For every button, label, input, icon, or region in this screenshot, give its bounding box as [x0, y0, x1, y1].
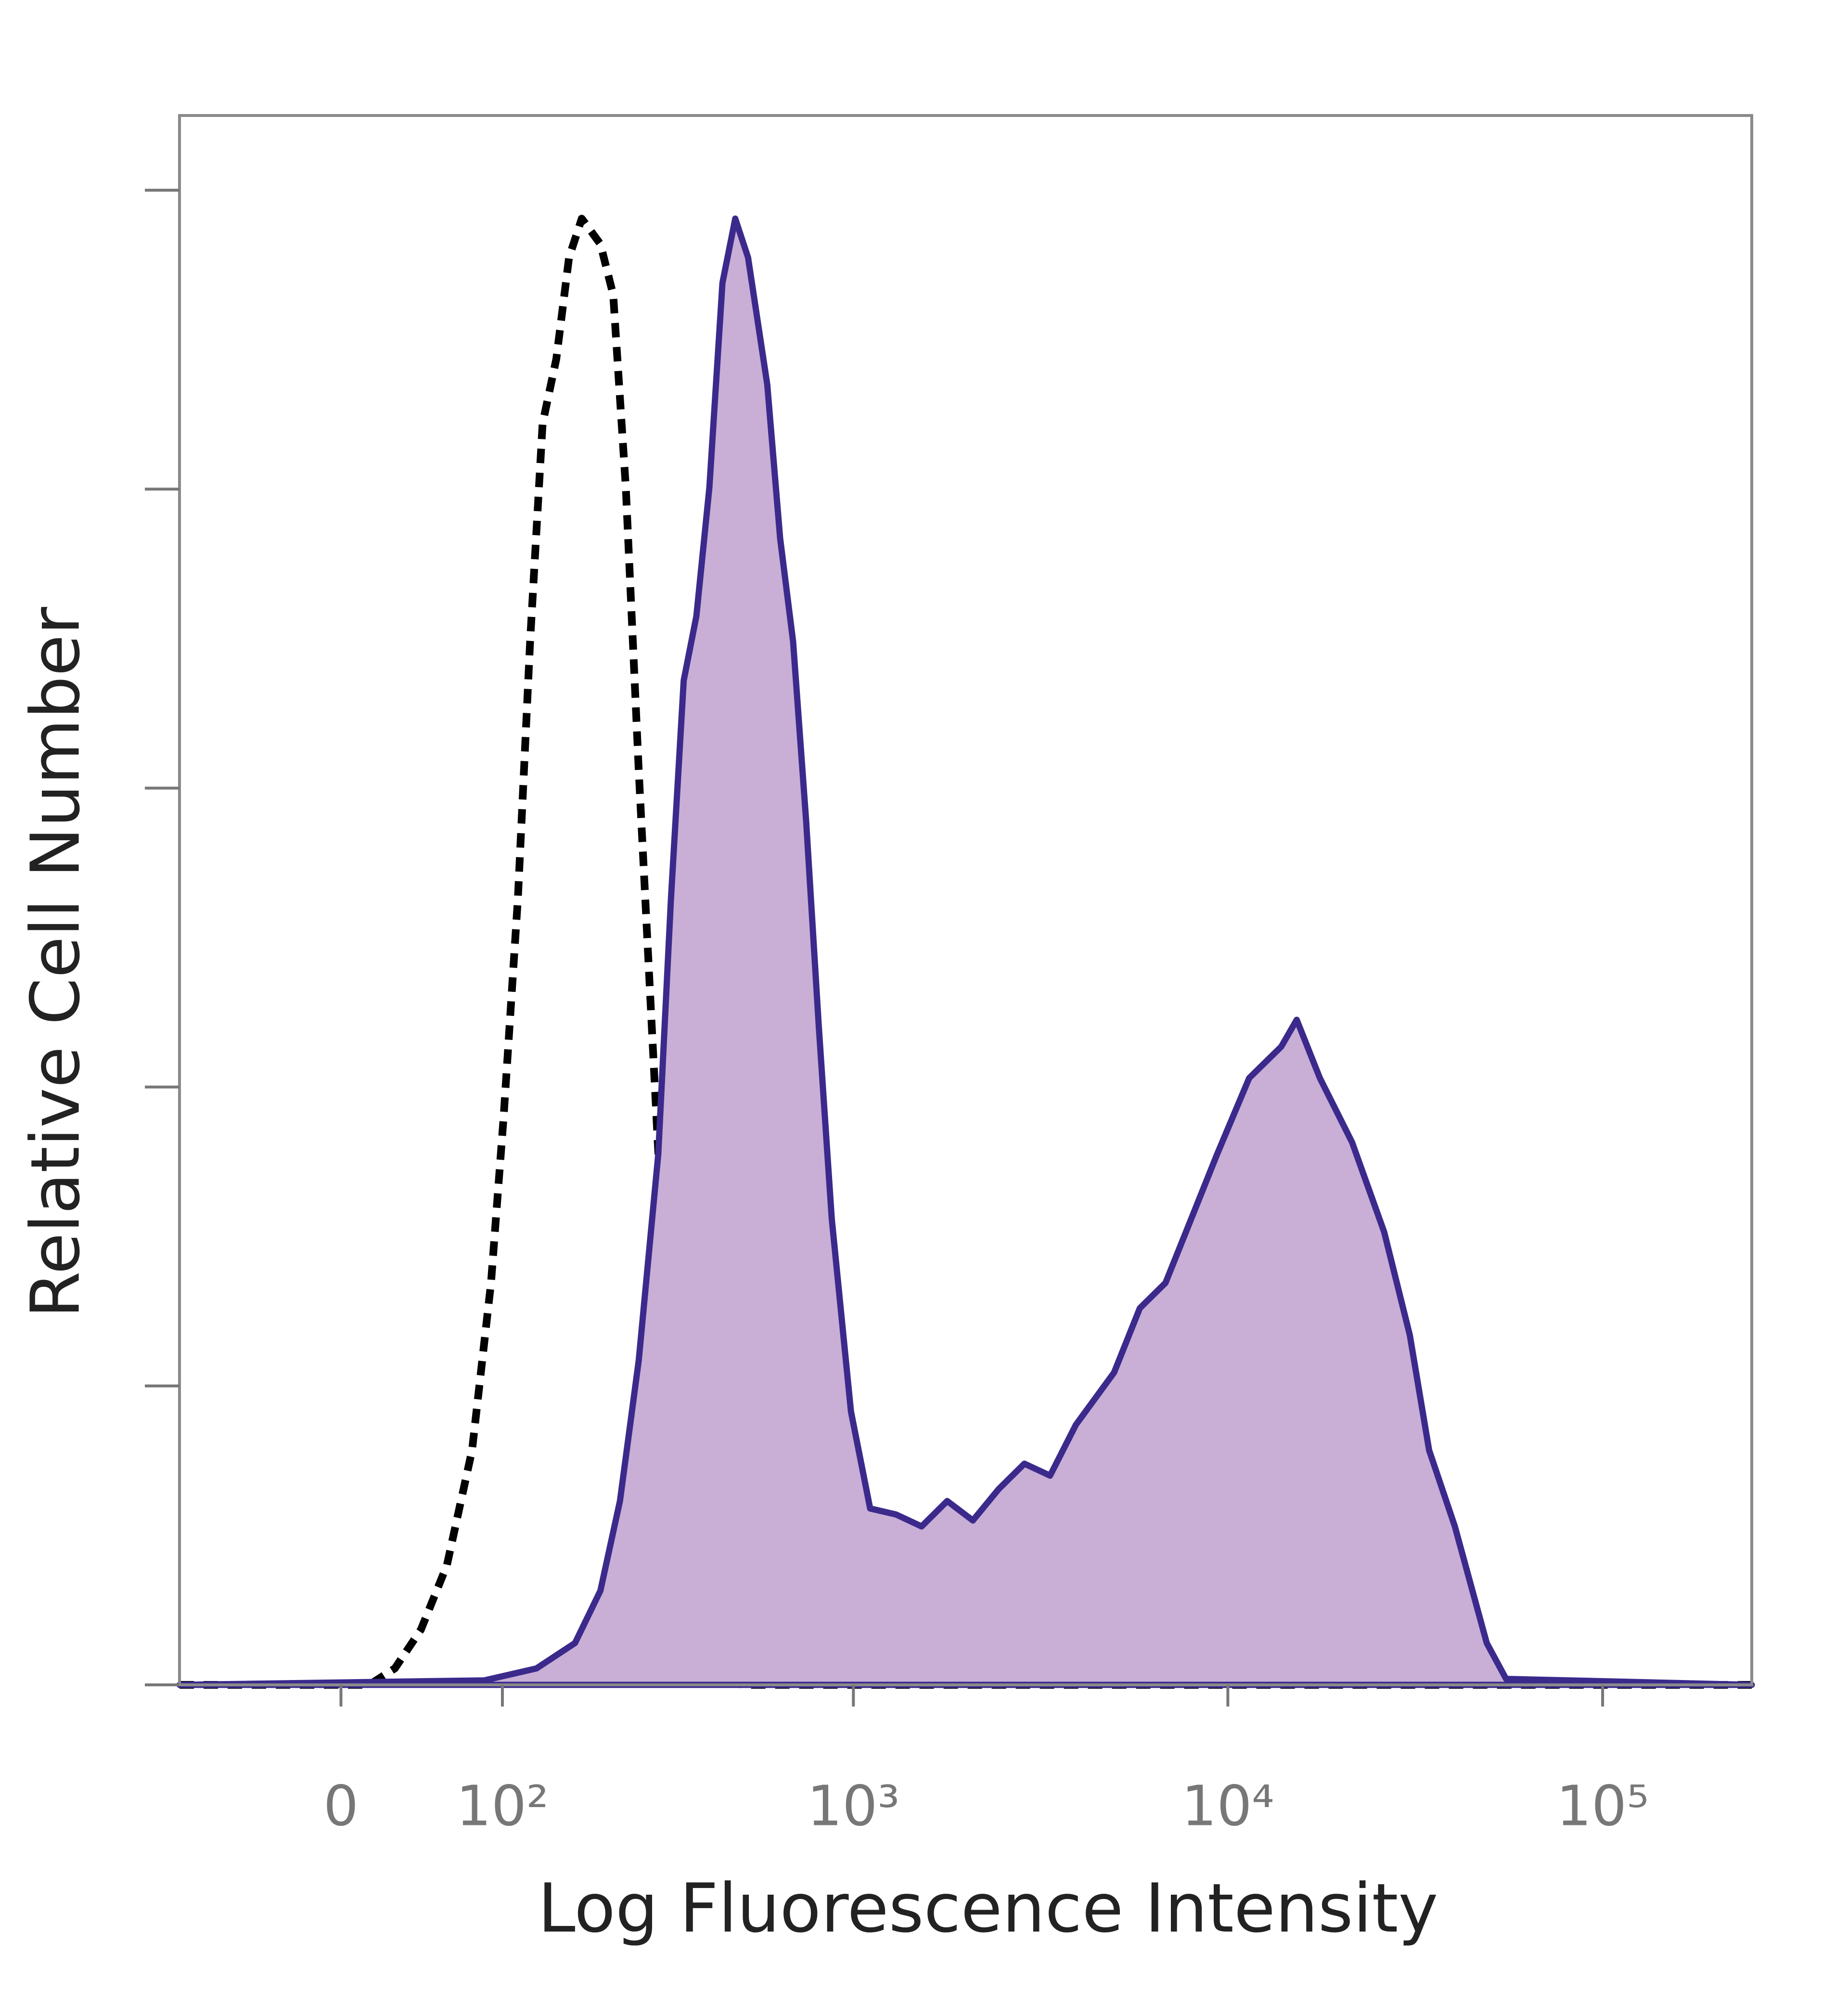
y-axis-label: Relative Cell Number	[17, 607, 95, 1318]
x-tick-label: 10²	[456, 1774, 549, 1839]
x-tick-label: 10⁵	[1556, 1774, 1649, 1839]
x-tick-label: 0	[323, 1774, 359, 1839]
histogram-area	[176, 215, 1755, 1688]
x-tick-label: 10³	[807, 1774, 899, 1839]
x-tick-label: 10⁴	[1181, 1774, 1274, 1839]
plot-frame	[178, 114, 1753, 1686]
histogram-line	[180, 215, 1752, 1689]
x-axis-label: Log Fluorescence Intensity	[538, 1870, 1438, 1948]
